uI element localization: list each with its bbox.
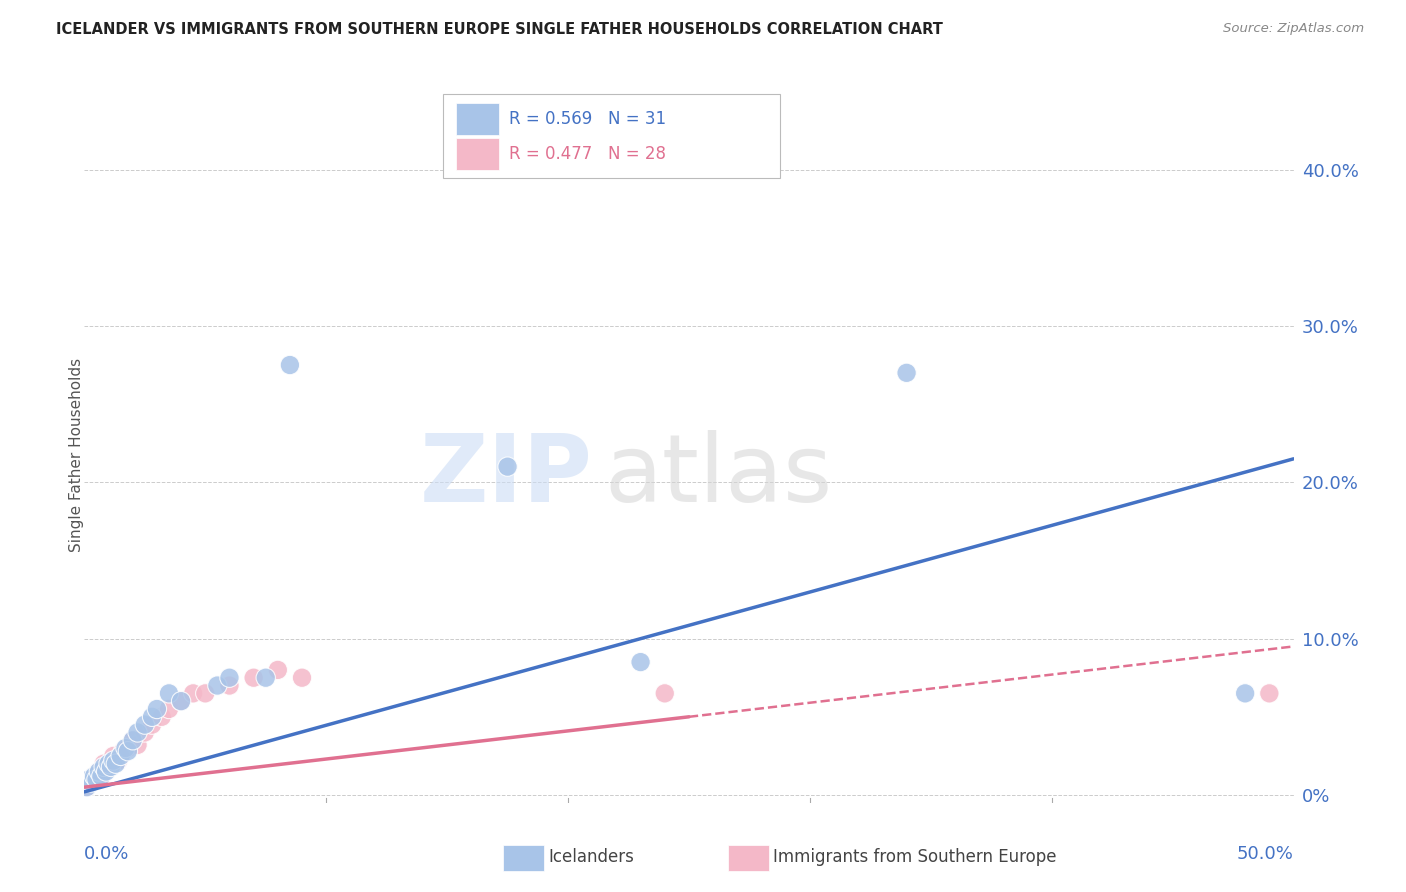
Ellipse shape [124,731,142,750]
Ellipse shape [269,660,287,680]
Ellipse shape [631,652,650,672]
Ellipse shape [89,762,108,781]
Ellipse shape [91,766,111,786]
Ellipse shape [498,457,517,476]
Ellipse shape [256,668,276,688]
Ellipse shape [87,770,105,789]
Y-axis label: Single Father Households: Single Father Households [69,358,83,552]
Ellipse shape [897,363,917,383]
Text: Immigrants from Southern Europe: Immigrants from Southern Europe [773,848,1057,866]
Ellipse shape [172,691,191,711]
Ellipse shape [148,699,166,719]
Ellipse shape [184,683,202,703]
Text: ICELANDER VS IMMIGRANTS FROM SOUTHERN EUROPE SINGLE FATHER HOUSEHOLDS CORRELATIO: ICELANDER VS IMMIGRANTS FROM SOUTHERN EU… [56,22,943,37]
Ellipse shape [91,766,111,786]
Ellipse shape [124,731,142,750]
Ellipse shape [82,772,101,792]
Ellipse shape [280,355,299,375]
Ellipse shape [219,668,239,688]
Text: Source: ZipAtlas.com: Source: ZipAtlas.com [1223,22,1364,36]
Ellipse shape [1260,683,1279,703]
Ellipse shape [108,751,128,771]
Ellipse shape [142,715,162,734]
Ellipse shape [118,741,138,761]
Text: atlas: atlas [605,430,832,522]
Ellipse shape [115,739,135,757]
Ellipse shape [292,668,312,688]
Text: R = 0.569   N = 31: R = 0.569 N = 31 [509,110,666,128]
Ellipse shape [98,754,118,773]
Ellipse shape [98,757,118,777]
Text: R = 0.477   N = 28: R = 0.477 N = 28 [509,145,666,163]
Ellipse shape [104,751,124,771]
Ellipse shape [94,754,114,773]
Ellipse shape [142,707,162,726]
Ellipse shape [105,754,125,773]
Text: 0.0%: 0.0% [84,845,129,863]
Ellipse shape [77,778,97,797]
Ellipse shape [128,723,148,742]
Text: Icelanders: Icelanders [548,848,634,866]
Ellipse shape [159,683,179,703]
Ellipse shape [219,676,239,695]
Ellipse shape [84,766,104,786]
Ellipse shape [195,683,215,703]
Ellipse shape [80,772,98,792]
Ellipse shape [97,762,115,781]
Ellipse shape [135,723,155,742]
Ellipse shape [114,741,132,761]
Ellipse shape [159,699,179,719]
Ellipse shape [111,747,131,765]
Ellipse shape [208,676,226,695]
Ellipse shape [655,683,675,703]
Ellipse shape [135,715,155,734]
Ellipse shape [104,747,124,765]
Ellipse shape [80,770,98,789]
Ellipse shape [1236,683,1254,703]
Ellipse shape [82,770,101,789]
Text: 50.0%: 50.0% [1237,845,1294,863]
Ellipse shape [89,762,108,781]
Ellipse shape [245,668,263,688]
Ellipse shape [101,757,121,777]
Ellipse shape [172,691,191,711]
Ellipse shape [128,735,148,755]
Ellipse shape [87,770,105,789]
Text: ZIP: ZIP [419,430,592,522]
Ellipse shape [152,707,172,726]
Ellipse shape [84,766,104,786]
Ellipse shape [77,778,97,797]
Ellipse shape [118,739,138,757]
Ellipse shape [94,757,114,777]
